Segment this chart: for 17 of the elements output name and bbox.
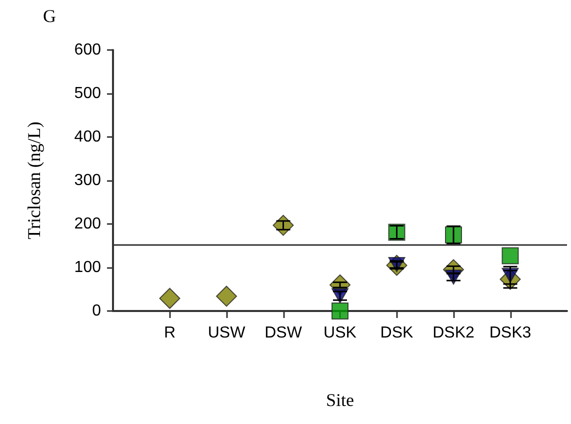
y-axis-title: Triclosan (ng/L) xyxy=(24,122,44,240)
chart-title: G xyxy=(43,6,56,26)
y-tick-label: 300 xyxy=(74,172,102,189)
x-axis-title: Site xyxy=(326,390,354,410)
y-tick-label: 400 xyxy=(74,128,102,146)
y-tick-label: 0 xyxy=(92,302,102,320)
y-tick-label: 500 xyxy=(74,85,102,102)
x-tick-label: USK xyxy=(324,324,357,342)
y-tick-label: 100 xyxy=(74,259,102,276)
x-tick-label: DSW xyxy=(264,324,303,342)
x-tick-label: DSK3 xyxy=(489,324,532,342)
x-tick-label: DSK xyxy=(380,324,414,342)
x-tick-label: DSK2 xyxy=(432,324,474,342)
x-tick-label: USW xyxy=(208,324,246,342)
x-tick-label: R xyxy=(164,324,176,342)
y-tick-label: 200 xyxy=(74,216,102,232)
y-tick-label: 600 xyxy=(74,42,102,58)
